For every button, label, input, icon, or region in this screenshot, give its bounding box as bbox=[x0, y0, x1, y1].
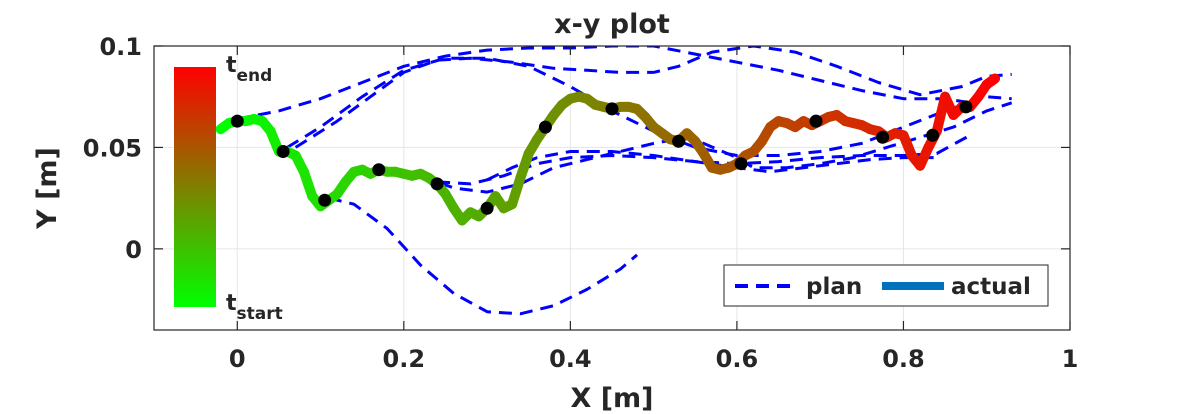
ticks: 0 0.2 0.4 0.6 0.8 1 0 0.05 0.1 bbox=[83, 33, 1079, 373]
legend-plan-label: plan bbox=[806, 274, 862, 300]
waypoint-marker bbox=[538, 120, 552, 134]
waypoint-markers bbox=[230, 100, 973, 215]
plan-line bbox=[294, 46, 1012, 149]
legend-actual-label: actual bbox=[951, 274, 1031, 300]
x-tick-label: 0.4 bbox=[549, 345, 592, 373]
x-tick-label: 0.6 bbox=[716, 345, 759, 373]
colorbar-bottom-label: tstart bbox=[226, 291, 283, 324]
colorbar-top-label: tend bbox=[226, 53, 272, 86]
x-tick-label: 1 bbox=[1062, 345, 1079, 373]
chart-title: x-y plot bbox=[554, 9, 670, 40]
waypoint-marker bbox=[605, 102, 619, 116]
plan-line bbox=[237, 46, 971, 121]
y-tick-label: 0.05 bbox=[83, 134, 142, 162]
waypoint-marker bbox=[230, 114, 244, 128]
waypoint-marker bbox=[734, 157, 748, 171]
plan-line bbox=[328, 196, 638, 316]
waypoint-marker bbox=[372, 163, 386, 177]
waypoint-marker bbox=[876, 130, 890, 144]
time-colorbar: tend tstart bbox=[174, 53, 283, 324]
y-tick-label: 0.1 bbox=[99, 33, 142, 61]
legend: plan actual bbox=[723, 264, 1049, 307]
x-axis-label: X [m] bbox=[570, 383, 653, 414]
waypoint-marker bbox=[480, 201, 494, 215]
x-tick-label: 0.8 bbox=[882, 345, 925, 373]
plot-frame bbox=[153, 45, 1071, 331]
waypoint-marker bbox=[430, 177, 444, 191]
waypoint-marker bbox=[318, 193, 332, 207]
waypoint-marker bbox=[276, 145, 290, 158]
colorbar-gradient bbox=[174, 67, 216, 307]
x-tick-label: 0.2 bbox=[383, 345, 426, 373]
x-tick-label: 0 bbox=[229, 345, 246, 373]
waypoint-marker bbox=[672, 134, 686, 148]
actual-trajectory bbox=[215, 73, 1001, 226]
waypoint-marker bbox=[959, 100, 973, 114]
y-axis-label: Y [m] bbox=[32, 147, 63, 230]
waypoint-marker bbox=[926, 128, 940, 142]
waypoint-marker bbox=[809, 114, 823, 128]
y-tick-label: 0 bbox=[125, 236, 142, 264]
actual-segment bbox=[981, 73, 1001, 90]
